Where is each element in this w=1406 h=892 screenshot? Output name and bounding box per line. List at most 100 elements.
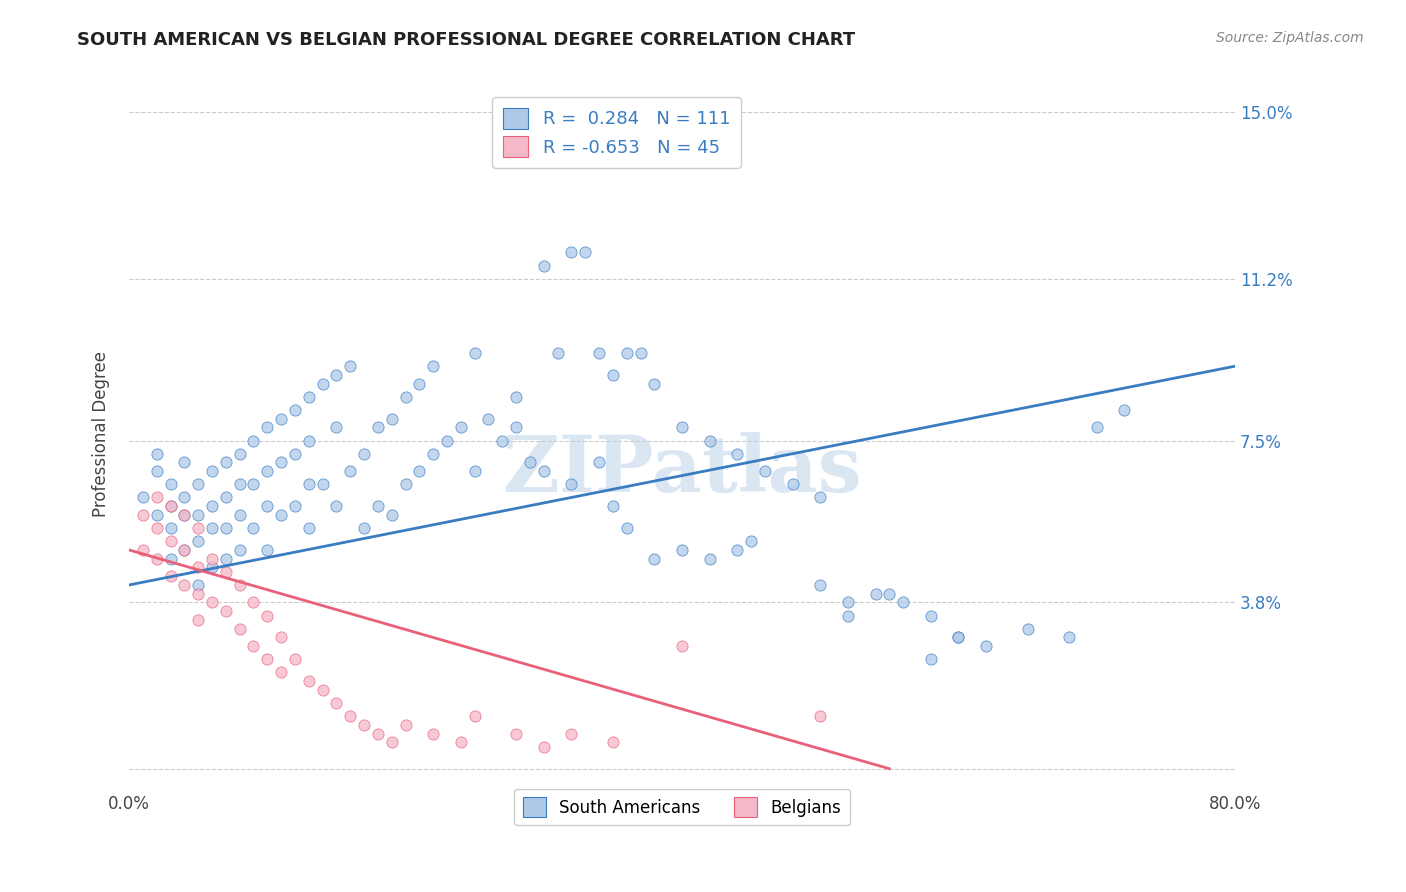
Point xyxy=(808,491,831,505)
Point xyxy=(132,508,155,522)
Point xyxy=(367,727,389,741)
Point xyxy=(159,534,181,549)
Point xyxy=(740,534,762,549)
Point xyxy=(422,727,444,741)
Point xyxy=(159,569,181,583)
Point xyxy=(256,652,278,666)
Point xyxy=(808,578,831,592)
Point xyxy=(187,613,209,627)
Point xyxy=(643,551,665,566)
Point xyxy=(284,403,307,417)
Point xyxy=(270,411,292,425)
Point xyxy=(464,346,486,360)
Point xyxy=(394,477,416,491)
Point xyxy=(325,368,347,382)
Point xyxy=(450,735,472,749)
Point xyxy=(920,608,942,623)
Point xyxy=(339,464,361,478)
Point xyxy=(173,508,195,522)
Point xyxy=(671,420,693,434)
Point xyxy=(187,578,209,592)
Point xyxy=(201,551,224,566)
Point xyxy=(339,359,361,374)
Point xyxy=(228,447,250,461)
Point xyxy=(201,464,224,478)
Point xyxy=(602,368,624,382)
Point xyxy=(671,543,693,558)
Point xyxy=(187,521,209,535)
Point xyxy=(270,665,292,680)
Point xyxy=(132,491,155,505)
Point xyxy=(228,543,250,558)
Point xyxy=(353,521,375,535)
Point xyxy=(588,346,610,360)
Point xyxy=(201,500,224,514)
Point xyxy=(560,727,582,741)
Point xyxy=(339,709,361,723)
Point xyxy=(242,477,264,491)
Point xyxy=(353,718,375,732)
Point xyxy=(477,411,499,425)
Point xyxy=(256,608,278,623)
Point xyxy=(616,346,638,360)
Point xyxy=(145,551,167,566)
Point xyxy=(505,390,527,404)
Point xyxy=(671,639,693,653)
Point xyxy=(145,447,167,461)
Point xyxy=(643,376,665,391)
Point xyxy=(284,652,307,666)
Point xyxy=(519,455,541,469)
Point xyxy=(325,500,347,514)
Point xyxy=(367,420,389,434)
Point xyxy=(187,560,209,574)
Point xyxy=(394,390,416,404)
Point xyxy=(547,346,569,360)
Point xyxy=(173,543,195,558)
Point xyxy=(187,534,209,549)
Point xyxy=(173,578,195,592)
Point xyxy=(464,464,486,478)
Point xyxy=(270,455,292,469)
Point xyxy=(298,434,321,448)
Point xyxy=(215,455,238,469)
Point xyxy=(228,622,250,636)
Point xyxy=(256,420,278,434)
Point xyxy=(201,560,224,574)
Point xyxy=(353,447,375,461)
Point xyxy=(974,639,997,653)
Text: Source: ZipAtlas.com: Source: ZipAtlas.com xyxy=(1216,31,1364,45)
Point xyxy=(533,739,555,754)
Point xyxy=(298,674,321,689)
Point xyxy=(505,420,527,434)
Point xyxy=(215,565,238,579)
Point xyxy=(215,521,238,535)
Point xyxy=(215,491,238,505)
Point xyxy=(201,521,224,535)
Point xyxy=(325,420,347,434)
Point xyxy=(630,346,652,360)
Point xyxy=(948,631,970,645)
Text: SOUTH AMERICAN VS BELGIAN PROFESSIONAL DEGREE CORRELATION CHART: SOUTH AMERICAN VS BELGIAN PROFESSIONAL D… xyxy=(77,31,855,49)
Point xyxy=(187,508,209,522)
Point xyxy=(325,696,347,710)
Point xyxy=(173,508,195,522)
Point xyxy=(145,508,167,522)
Point xyxy=(891,595,914,609)
Point xyxy=(879,587,901,601)
Point xyxy=(270,631,292,645)
Point xyxy=(270,508,292,522)
Point xyxy=(381,411,404,425)
Point xyxy=(408,376,430,391)
Point xyxy=(159,500,181,514)
Point xyxy=(132,543,155,558)
Point xyxy=(215,604,238,618)
Point xyxy=(381,508,404,522)
Point xyxy=(533,464,555,478)
Point xyxy=(616,521,638,535)
Point xyxy=(284,447,307,461)
Point xyxy=(215,551,238,566)
Legend: South Americans, Belgians: South Americans, Belgians xyxy=(515,789,849,825)
Point xyxy=(560,245,582,260)
Text: ZIPatlas: ZIPatlas xyxy=(502,432,862,508)
Point xyxy=(242,639,264,653)
